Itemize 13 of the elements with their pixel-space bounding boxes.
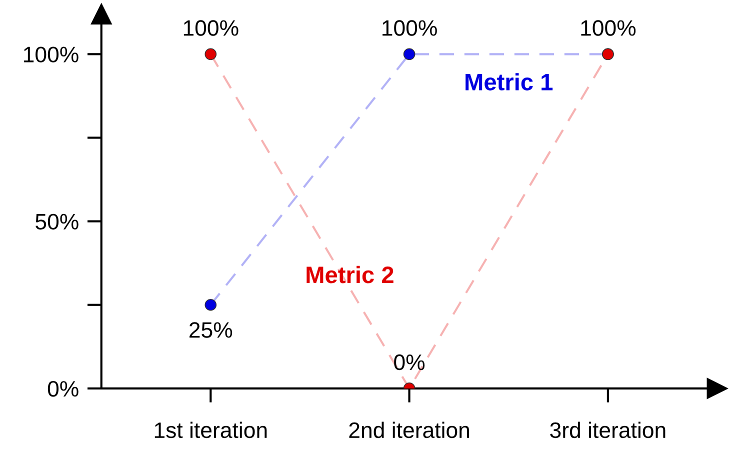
y-tick-label: 100% — [24, 46, 78, 62]
data-label: 25% — [190, 322, 232, 338]
x-tick-label: 2nd iteration — [349, 422, 470, 438]
x-tick-label: 1st iteration — [154, 422, 267, 438]
data-label: 100% — [184, 20, 238, 36]
series-label: Metric 2 — [306, 266, 394, 284]
y-tick-label: 0% — [48, 380, 78, 397]
x-tick-label: 3rd iteration — [550, 422, 666, 438]
data-label: 0% — [394, 354, 425, 370]
data-label: 100% — [581, 20, 636, 36]
data-label: 100% — [382, 20, 437, 36]
y-tick-label: 50% — [36, 214, 78, 230]
series-label: Metric 1 — [466, 73, 553, 90]
